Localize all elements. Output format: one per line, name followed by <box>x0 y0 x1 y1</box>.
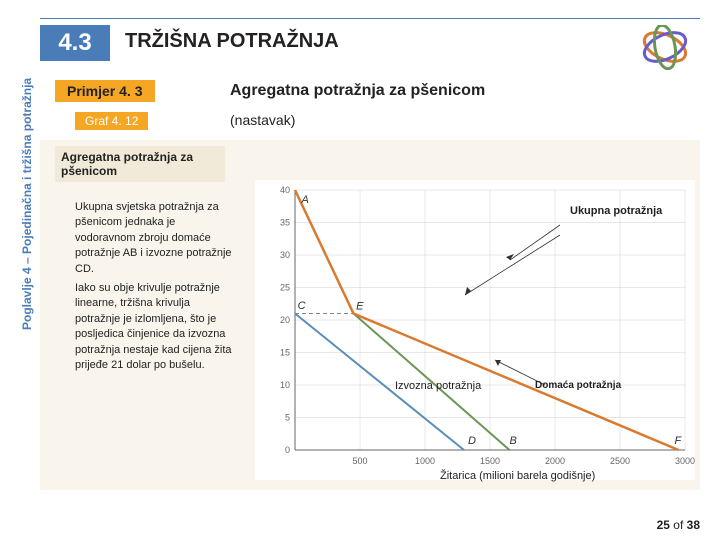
header-rule <box>40 18 700 19</box>
demand-chart: 0 5 10 15 20 25 30 35 40 500 1000 1500 2000 2500 3000 A… <box>255 180 695 480</box>
svg-text:2000: 2000 <box>545 456 565 466</box>
svg-text:0: 0 <box>285 445 290 455</box>
svg-text:20: 20 <box>280 315 290 325</box>
svg-text:35: 35 <box>280 218 290 228</box>
continue-label: (nastavak) <box>230 112 295 128</box>
book-logo-icon <box>635 25 695 70</box>
graph-badge: Graf 4. 12 <box>75 112 148 130</box>
svg-text:30: 30 <box>280 250 290 260</box>
chapter-side-label: Poglavlje 4 – Pojedinačna i tržišna potr… <box>20 78 34 330</box>
ann-izvozna: Izvozna potražnja <box>395 380 481 392</box>
svg-text:1500: 1500 <box>480 456 500 466</box>
svg-text:F: F <box>675 435 683 447</box>
sub-heading: Agregatna potražnja za pšenicom <box>55 146 225 182</box>
svg-text:A: A <box>301 194 309 206</box>
svg-text:10: 10 <box>280 380 290 390</box>
svg-text:40: 40 <box>280 185 290 195</box>
ann-ukupna: Ukupna potražnja <box>570 205 662 217</box>
svg-text:5: 5 <box>285 413 290 423</box>
svg-text:15: 15 <box>280 348 290 358</box>
svg-text:25: 25 <box>280 283 290 293</box>
x-axis-label: Žitarica (milioni barela godišnje) <box>440 470 595 482</box>
svg-text:2500: 2500 <box>610 456 630 466</box>
svg-text:1000: 1000 <box>415 456 435 466</box>
page-of: of <box>673 518 683 532</box>
svg-text:B: B <box>510 435 517 447</box>
chapter-number-badge: 4.3 <box>40 25 110 61</box>
svg-text:C: C <box>298 300 306 312</box>
page-current: 25 <box>657 518 670 532</box>
example-title: Agregatna potražnja za pšenicom <box>230 82 485 100</box>
svg-text:3000: 3000 <box>675 456 695 466</box>
ann-domaca: Domaća potražnja <box>535 380 621 391</box>
svg-text:D: D <box>468 435 476 447</box>
svg-text:E: E <box>356 301 364 313</box>
page-footer: 25 of 38 <box>657 518 700 532</box>
example-badge: Primjer 4. 3 <box>55 80 155 102</box>
chapter-title: TRŽIŠNA POTRAŽNJA <box>125 30 339 53</box>
page-total: 38 <box>687 518 700 532</box>
svg-text:500: 500 <box>352 456 367 466</box>
body-paragraph: Ukupna svjetska potražnja za pšenicom je… <box>75 200 235 373</box>
